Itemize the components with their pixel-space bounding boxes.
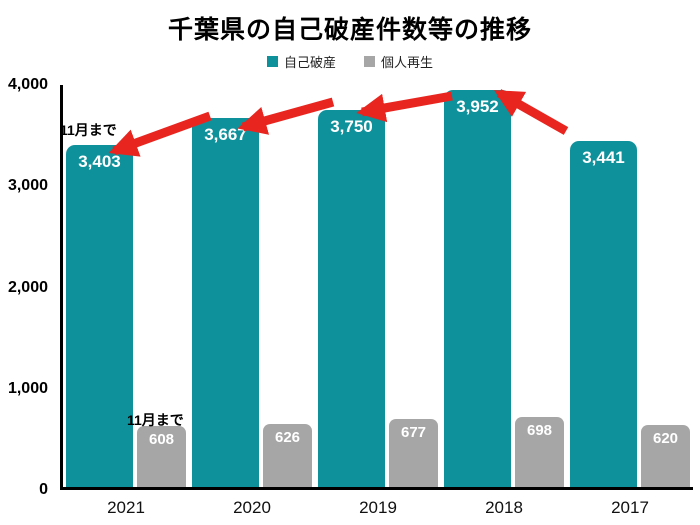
bar-2020-個人再生: 626	[263, 424, 312, 487]
bar-2017-自己破産: 3,441	[570, 141, 637, 487]
bar-value-label: 677	[400, 423, 427, 441]
y-tick-3000: 3,000	[7, 177, 48, 195]
legend-item-個人再生: 個人再生	[364, 52, 433, 71]
bar-2018-自己破産: 3,952	[444, 89, 511, 487]
legend-label: 個人再生	[381, 55, 434, 70]
legend: 自己破産 個人再生	[0, 52, 700, 71]
bar-value-label: 626	[274, 429, 301, 447]
y-axis: 4,000 3,000 2,000 1,000 0	[0, 76, 52, 498]
bar-value-label: 620	[652, 429, 679, 447]
bar-group-2018: 3,952 698 2018	[441, 85, 567, 517]
x-axis-label-2017: 2017	[611, 498, 649, 517]
bar-2019-自己破産: 3,750	[318, 110, 385, 487]
y-tick-1000: 1,000	[7, 379, 48, 397]
y-tick-2000: 2,000	[7, 278, 48, 296]
x-axis-label-2020: 2020	[233, 498, 271, 517]
chart-title: 千葉県の自己破産件数等の推移	[167, 16, 532, 44]
x-axis-label-2021: 2021	[107, 498, 145, 517]
x-axis-label-2018: 2018	[485, 498, 523, 517]
annotation-november-sub: 11月まで	[127, 412, 184, 428]
legend-swatch	[266, 56, 278, 67]
legend-swatch	[364, 56, 375, 67]
bar-group-2019: 3,750 677 2019	[315, 85, 441, 517]
bar-group-2017: 3,441 620 2017	[567, 85, 693, 517]
annotation-november-main: 11月まで	[60, 122, 117, 138]
bar-value-label: 3,750	[330, 117, 373, 137]
bar-group-2020: 3,667 626 2020	[189, 85, 315, 517]
bar-group-2021: 3,403 608 2021	[63, 85, 189, 517]
legend-label: 自己破産	[283, 55, 336, 70]
bar-2018-個人再生: 698	[515, 416, 564, 487]
bar-2021-自己破産: 3,403	[66, 145, 133, 487]
y-tick-0: 0	[39, 481, 48, 498]
bar-value-label: 3,441	[582, 148, 625, 168]
legend-item-自己破産: 自己破産	[266, 52, 336, 71]
bar-value-label: 698	[526, 421, 553, 439]
bar-2020-自己破産: 3,667	[192, 118, 259, 487]
bar-2019-個人再生: 677	[389, 418, 438, 487]
bar-2021-個人再生: 608	[137, 425, 186, 487]
bar-value-label: 3,403	[78, 152, 121, 171]
bar-value-label: 3,952	[456, 96, 499, 116]
bar-value-label: 3,667	[204, 125, 247, 145]
x-axis-label-2019: 2019	[359, 498, 397, 517]
bar-value-label: 608	[148, 430, 175, 448]
y-tick-4000: 4,000	[7, 76, 48, 93]
plot-area: 3,403 608 2021 3,667 626 2020 3,750 677 2019 3,95…	[60, 85, 693, 517]
bar-2017-個人再生: 620	[641, 424, 690, 487]
